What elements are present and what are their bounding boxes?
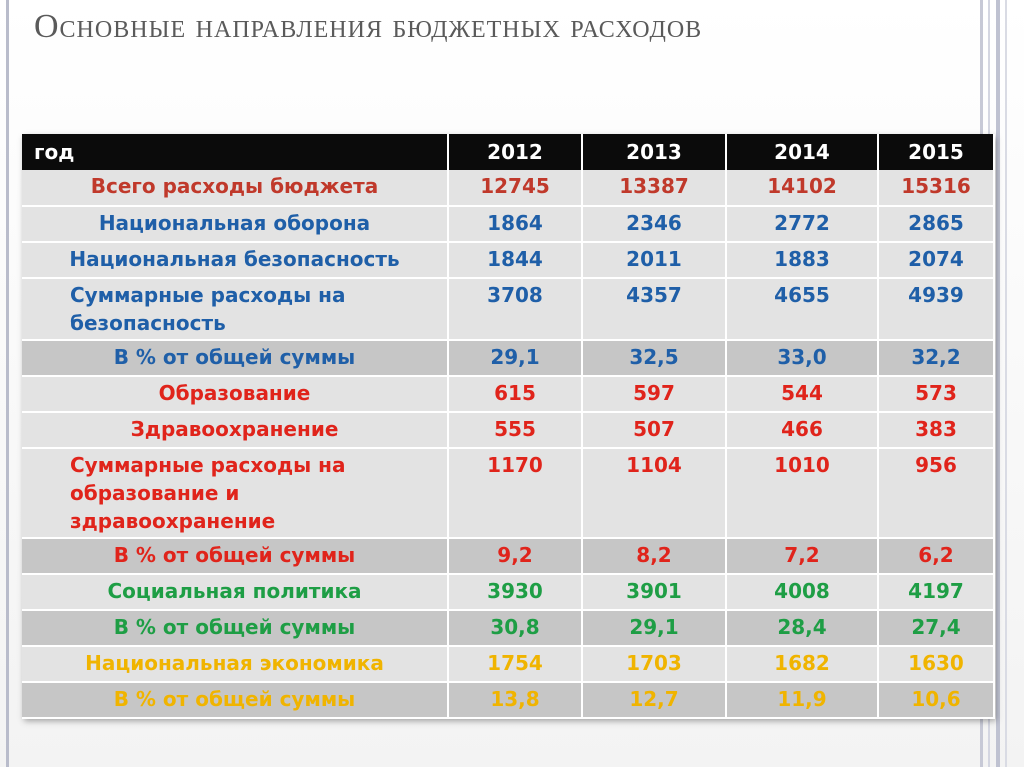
budget-table: год 2012 2013 2014 2015 Всего расходы бю… xyxy=(22,134,995,719)
row-label: Суммарные расходы на безопасность xyxy=(22,278,449,341)
value-cell: 555 xyxy=(448,412,583,449)
row-label: Национальная безопасность xyxy=(22,242,449,279)
table-row: Суммарные расходы на безопасность 3708 435… xyxy=(22,278,995,341)
header-2014: 2014 xyxy=(726,134,879,170)
header-year-label: год xyxy=(22,134,449,170)
value-cell: 12745 xyxy=(448,170,583,207)
value-cell: 1630 xyxy=(878,646,995,683)
row-label: Социальная политика xyxy=(22,574,449,611)
value-cell: 956 xyxy=(878,448,995,539)
value-cell: 597 xyxy=(582,376,727,413)
table-row: В % от общей суммы 30,8 29,1 28,4 27,4 xyxy=(22,610,995,647)
value-cell: 11,9 xyxy=(726,682,879,719)
table-body: Всего расходы бюджета 12745 13387 14102 1531… xyxy=(22,170,995,719)
value-cell: 507 xyxy=(582,412,727,449)
value-cell: 3901 xyxy=(582,574,727,611)
value-cell: 2011 xyxy=(582,242,727,279)
table-header-row: год 2012 2013 2014 2015 xyxy=(22,134,995,170)
value-cell: 15316 xyxy=(878,170,995,207)
value-cell: 14102 xyxy=(726,170,879,207)
value-cell: 2772 xyxy=(726,206,879,243)
value-cell: 3708 xyxy=(448,278,583,341)
value-cell: 32,2 xyxy=(878,340,995,377)
value-cell: 29,1 xyxy=(448,340,583,377)
table-row: В % от общей суммы 9,2 8,2 7,2 6,2 xyxy=(22,538,995,575)
slide-title: Основные направления бюджетных расходов xyxy=(34,8,703,45)
value-cell: 29,1 xyxy=(582,610,727,647)
row-label: В % от общей суммы xyxy=(22,682,449,719)
value-cell: 2074 xyxy=(878,242,995,279)
budget-table-container: год 2012 2013 2014 2015 Всего расходы бю… xyxy=(22,134,995,719)
table-row: Образование 615 597 544 573 xyxy=(22,376,995,413)
value-cell: 13387 xyxy=(582,170,727,207)
value-cell: 4357 xyxy=(582,278,727,341)
header-2015: 2015 xyxy=(878,134,995,170)
header-2013: 2013 xyxy=(582,134,727,170)
row-label: Здравоохранение xyxy=(22,412,449,449)
value-cell: 28,4 xyxy=(726,610,879,647)
table-row: Национальная экономика 1754 1703 1682 1630 xyxy=(22,646,995,683)
value-cell: 7,2 xyxy=(726,538,879,575)
value-cell: 10,6 xyxy=(878,682,995,719)
value-cell: 1010 xyxy=(726,448,879,539)
row-label: В % от общей суммы xyxy=(22,538,449,575)
table-row: Здравоохранение 555 507 466 383 xyxy=(22,412,995,449)
value-cell: 2346 xyxy=(582,206,727,243)
value-cell: 1703 xyxy=(582,646,727,683)
row-label: Национальная экономика xyxy=(22,646,449,683)
row-label: Суммарные расходы на образование и здрав… xyxy=(22,448,449,539)
decorative-line xyxy=(1005,0,1007,767)
value-cell: 8,2 xyxy=(582,538,727,575)
value-cell: 32,5 xyxy=(582,340,727,377)
row-label: Национальная оборона xyxy=(22,206,449,243)
value-cell: 573 xyxy=(878,376,995,413)
value-cell: 12,7 xyxy=(582,682,727,719)
left-decorative-rule xyxy=(6,0,9,767)
value-cell: 13,8 xyxy=(448,682,583,719)
table-row: В % от общей суммы 13,8 12,7 11,9 10,6 xyxy=(22,682,995,719)
value-cell: 544 xyxy=(726,376,879,413)
value-cell: 33,0 xyxy=(726,340,879,377)
value-cell: 1883 xyxy=(726,242,879,279)
value-cell: 27,4 xyxy=(878,610,995,647)
value-cell: 2865 xyxy=(878,206,995,243)
row-label: Всего расходы бюджета xyxy=(22,170,449,207)
table-row: Национальная оборона 1864 2346 2772 2865 xyxy=(22,206,995,243)
value-cell: 4008 xyxy=(726,574,879,611)
value-cell: 1844 xyxy=(448,242,583,279)
value-cell: 4655 xyxy=(726,278,879,341)
table-row: Национальная безопасность 1844 2011 1883 207… xyxy=(22,242,995,279)
table-row: Всего расходы бюджета 12745 13387 14102 1531… xyxy=(22,170,995,207)
table-row: Социальная политика 3930 3901 4008 4197 xyxy=(22,574,995,611)
decorative-line xyxy=(996,0,1000,767)
header-2012: 2012 xyxy=(448,134,583,170)
row-label: В % от общей суммы xyxy=(22,610,449,647)
value-cell: 4939 xyxy=(878,278,995,341)
value-cell: 1682 xyxy=(726,646,879,683)
value-cell: 383 xyxy=(878,412,995,449)
value-cell: 30,8 xyxy=(448,610,583,647)
table-row: В % от общей суммы 29,1 32,5 33,0 32,2 xyxy=(22,340,995,377)
row-label: Образование xyxy=(22,376,449,413)
value-cell: 3930 xyxy=(448,574,583,611)
value-cell: 466 xyxy=(726,412,879,449)
value-cell: 1754 xyxy=(448,646,583,683)
table-row: Суммарные расходы на образование и здрав… xyxy=(22,448,995,539)
row-label: В % от общей суммы xyxy=(22,340,449,377)
value-cell: 1104 xyxy=(582,448,727,539)
value-cell: 1864 xyxy=(448,206,583,243)
value-cell: 1170 xyxy=(448,448,583,539)
value-cell: 9,2 xyxy=(448,538,583,575)
value-cell: 4197 xyxy=(878,574,995,611)
value-cell: 6,2 xyxy=(878,538,995,575)
value-cell: 615 xyxy=(448,376,583,413)
